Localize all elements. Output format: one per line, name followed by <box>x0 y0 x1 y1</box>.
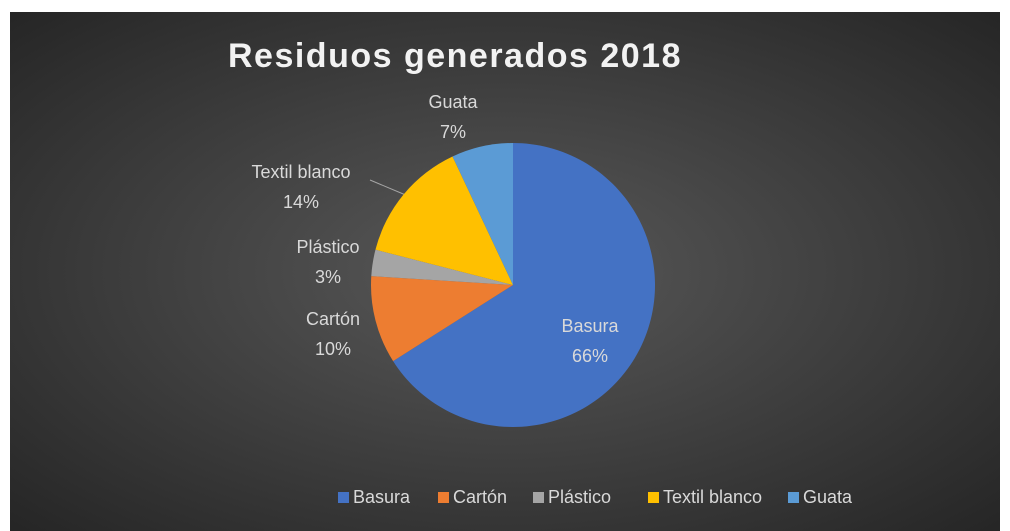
pie-slice <box>371 249 513 285</box>
slice-category-label: Plástico <box>296 237 359 257</box>
slice-value-label: 10% <box>315 339 351 359</box>
legend-swatch <box>533 492 544 503</box>
slice-value-label: 7% <box>440 122 466 142</box>
slice-value-label: 14% <box>283 192 319 212</box>
slice-category-label: Guata <box>428 92 478 112</box>
leader-line <box>369 179 409 197</box>
legend-label: Basura <box>353 487 411 507</box>
legend-label: Textil blanco <box>663 487 762 507</box>
pie-slice <box>371 276 513 362</box>
legend-swatch <box>648 492 659 503</box>
legend-label: Guata <box>803 487 853 507</box>
slice-value-label: 66% <box>572 346 608 366</box>
legend-label: Cartón <box>453 487 507 507</box>
pie-slice <box>375 156 513 285</box>
pie-slice <box>452 143 513 285</box>
legend-label: Plástico <box>548 487 611 507</box>
legend-swatch <box>788 492 799 503</box>
legend-swatch <box>338 492 349 503</box>
chart-title: Residuos generados 2018 <box>228 37 682 75</box>
legend-swatch <box>438 492 449 503</box>
slice-category-label: Cartón <box>306 309 360 329</box>
slice-value-label: 3% <box>315 267 341 287</box>
pie-slice <box>393 143 655 428</box>
slice-category-label: Textil blanco <box>251 162 350 182</box>
slice-category-label: Basura <box>561 316 619 336</box>
